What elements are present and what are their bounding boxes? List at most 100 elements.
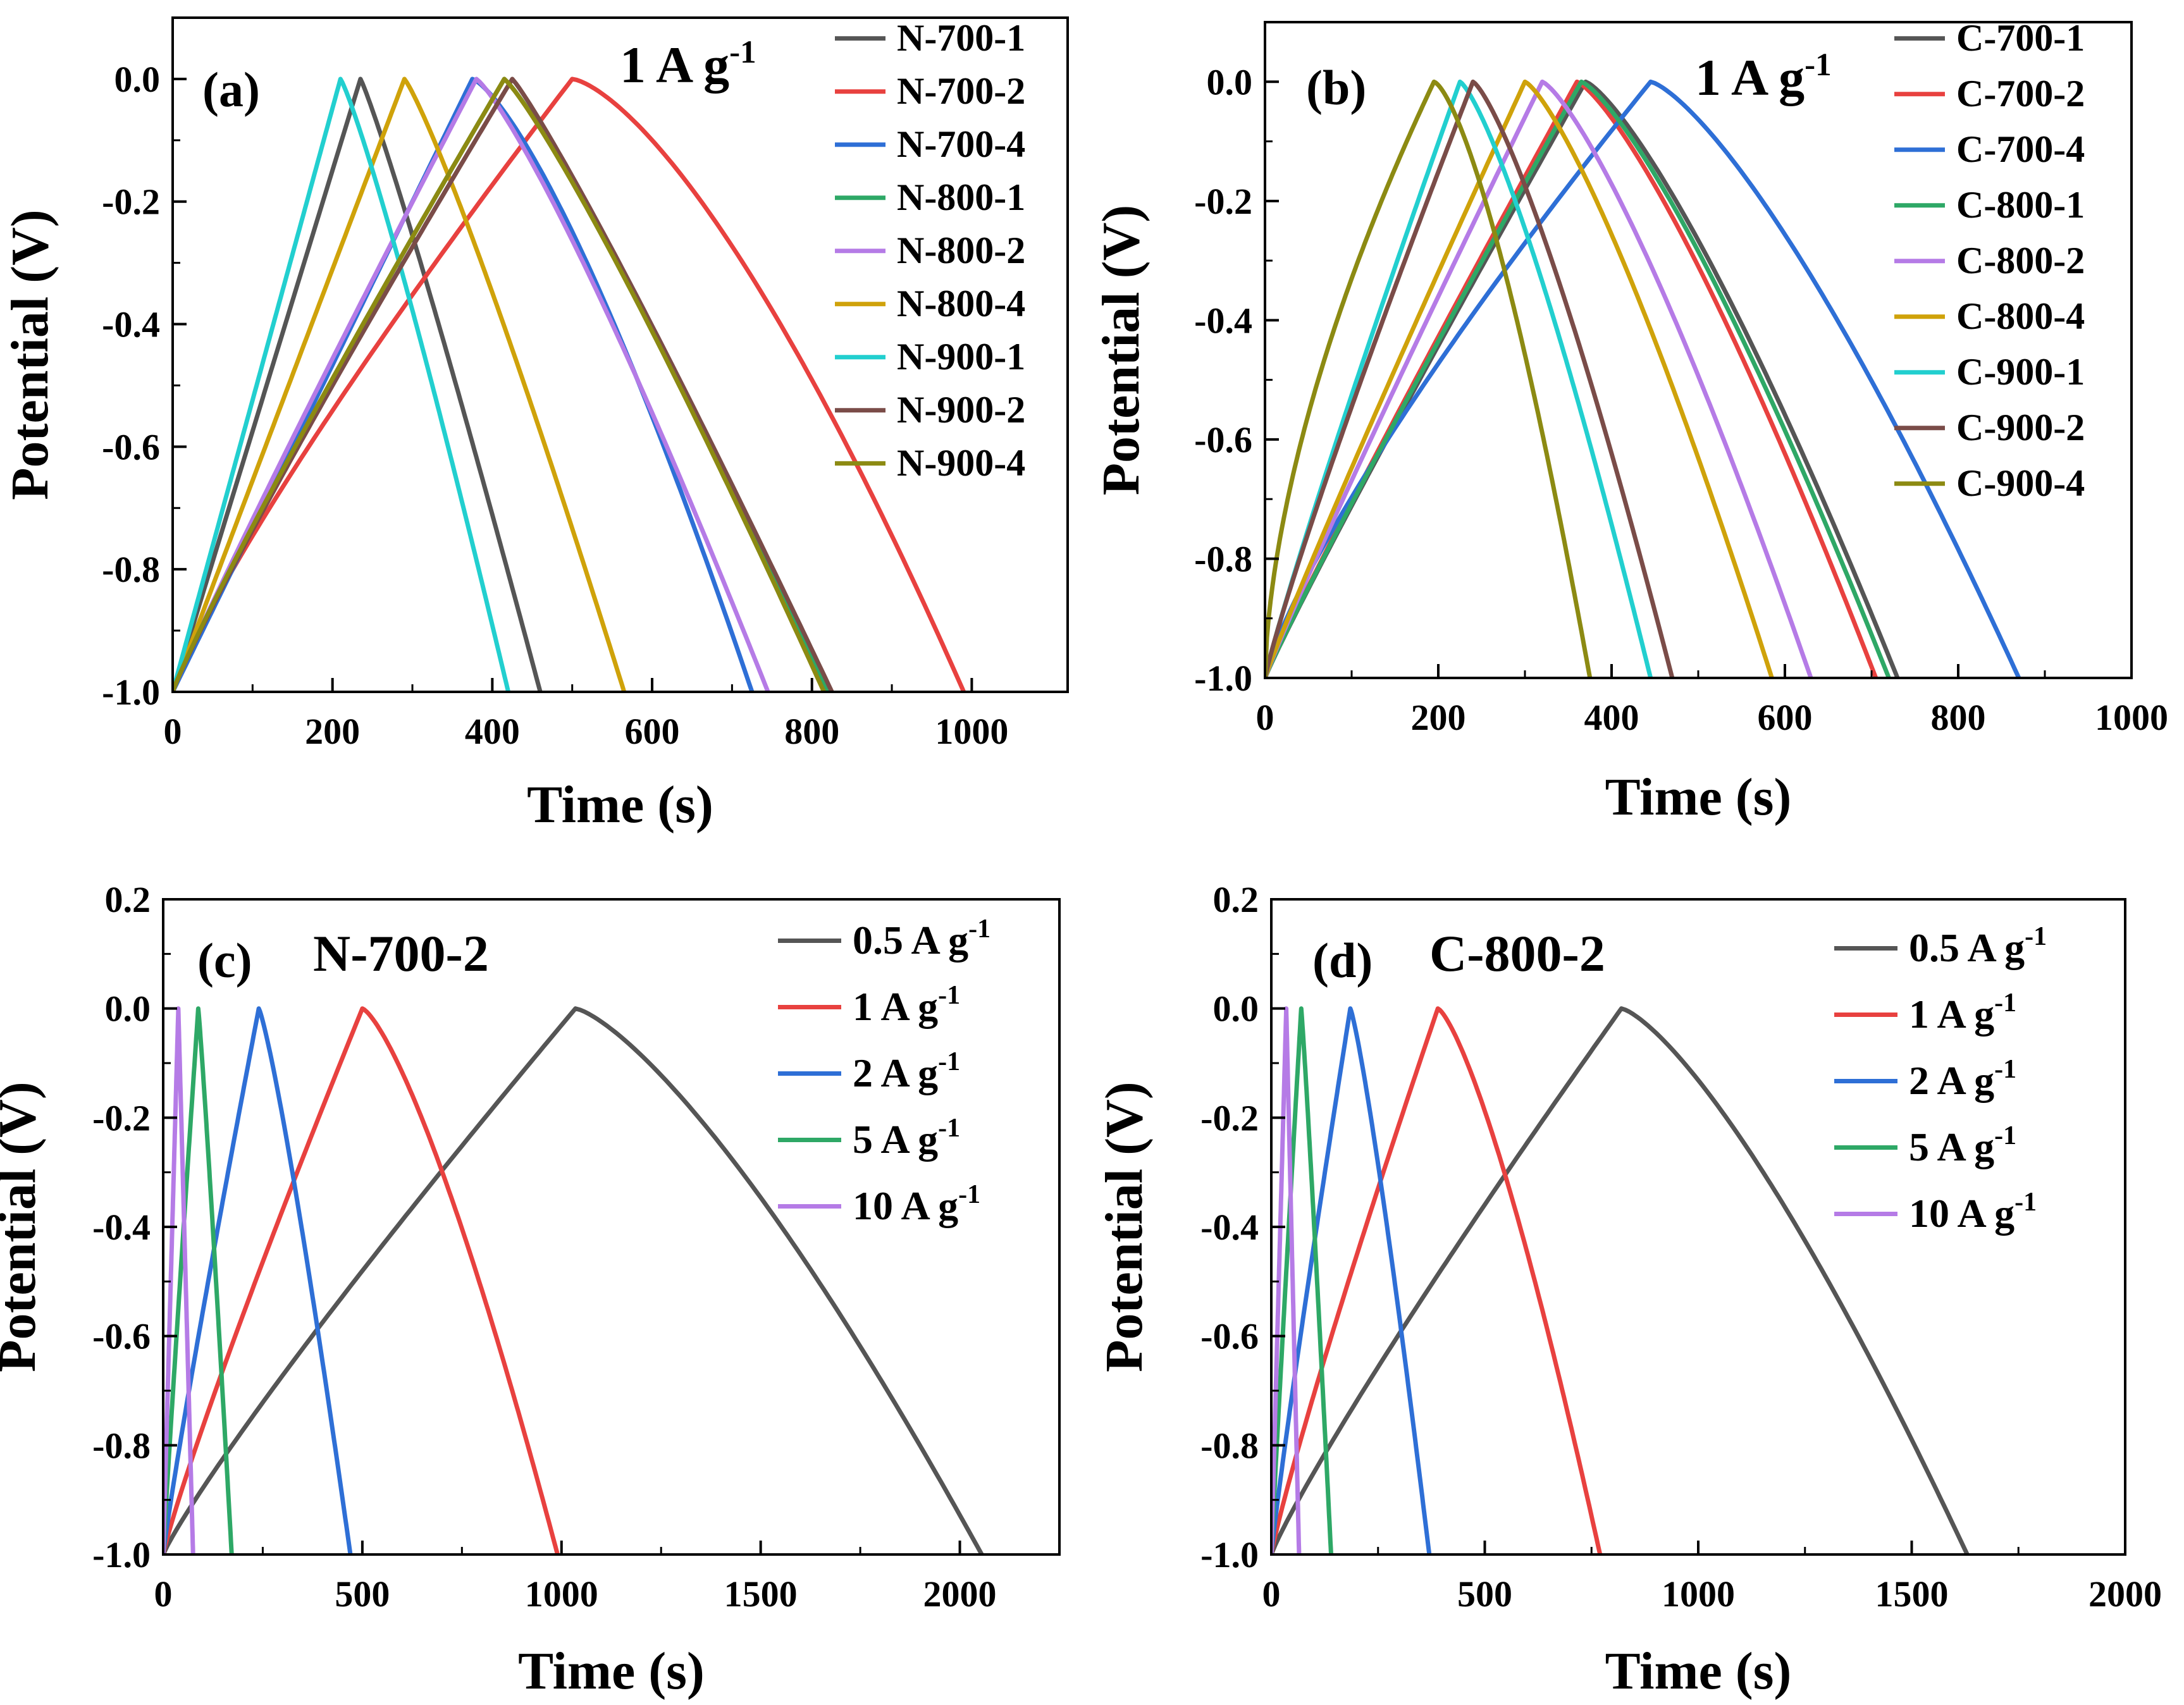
- x-axis-title: Time (s): [527, 775, 713, 834]
- x-tick-label: 600: [625, 711, 680, 752]
- panel-annotation: 1 A g-1: [620, 35, 756, 94]
- x-tick-label: 200: [305, 711, 360, 752]
- series-line-5-a-g: [1271, 1006, 1333, 1554]
- x-tick-label: 800: [1931, 697, 1986, 738]
- series-line-n-700-1: [173, 77, 543, 692]
- legend-label: C-700-2: [1956, 73, 2085, 114]
- x-tick-label: 1000: [525, 1573, 598, 1615]
- x-tick-label: 1000: [935, 711, 1008, 752]
- x-tick-label: 0: [154, 1573, 173, 1615]
- series-line-c-900-2: [1265, 79, 1675, 678]
- y-tick-label: -0.6: [1194, 419, 1252, 460]
- legend-label: C-700-4: [1956, 128, 2085, 170]
- x-tick-label: 1500: [1875, 1573, 1949, 1615]
- y-tick-label: -1.0: [92, 1534, 151, 1575]
- series-line-n-800-2: [173, 77, 770, 692]
- panel-label: (b): [1306, 60, 1366, 115]
- y-tick-label: -0.6: [1200, 1316, 1259, 1357]
- legend-label: N-900-4: [897, 442, 1025, 484]
- series-line-2-a-g: [1271, 1006, 1432, 1554]
- series-line-10-a-g: [163, 1006, 195, 1554]
- legend: 0.5 A g-1 1 A g-1 2 A g-1 5 A g-1 10 A g-1: [1834, 922, 2047, 1236]
- y-tick-label: 0.2: [1213, 879, 1259, 920]
- series-lines: [173, 77, 966, 692]
- x-axis-title: Time (s): [518, 1642, 705, 1701]
- series-line-c-700-4: [1265, 79, 2021, 678]
- series-line-2-a-g: [163, 1006, 353, 1554]
- y-axis-title: Potential (V): [1095, 1081, 1154, 1372]
- legend-label: C-800-4: [1956, 295, 2085, 337]
- y-tick-label: 0.2: [105, 879, 151, 920]
- y-tick-label: -0.6: [92, 1316, 151, 1357]
- series-line-n-900-1: [173, 77, 511, 692]
- legend-label: 2 A g-1: [853, 1047, 960, 1095]
- x-tick-label: 400: [465, 711, 520, 752]
- series-line-c-900-4: [1265, 79, 1593, 678]
- legend-label: N-700-2: [897, 70, 1025, 112]
- series-line-0.5-a-g: [163, 1006, 984, 1554]
- panel-label: (d): [1312, 933, 1373, 988]
- y-tick-label: -1.0: [1200, 1534, 1259, 1575]
- legend-label: C-800-2: [1956, 240, 2085, 281]
- y-tick-label: 0.0: [1207, 61, 1253, 102]
- legend-label: N-900-1: [897, 336, 1025, 378]
- x-axis-title: Time (s): [1605, 768, 1792, 827]
- series-line-c-800-2: [1265, 79, 1813, 678]
- y-tick-label: -0.8: [102, 549, 160, 590]
- y-tick-label: -0.2: [102, 182, 160, 223]
- panel-label: (a): [202, 62, 260, 117]
- panel-a: 0 200 400 600 800 1000 -1.0 -0.8 -0.6 -0.4 -0.2 0.0…: [1, 16, 1069, 834]
- series-line-n-900-2: [173, 77, 834, 692]
- legend-label: N-700-4: [897, 123, 1025, 165]
- y-tick-label: 0.0: [105, 988, 151, 1030]
- panel-annotation: C-800-2: [1429, 925, 1605, 982]
- y-tick-label: -0.2: [1200, 1097, 1259, 1138]
- legend-label: N-900-2: [897, 389, 1025, 431]
- legend-label: C-900-4: [1956, 462, 2085, 504]
- y-tick-label: -1.0: [102, 672, 160, 713]
- legend-label: C-800-1: [1956, 184, 2085, 226]
- series-lines: [1265, 79, 2021, 678]
- legend: C-700-1 C-700-2 C-700-4 C-800-1 C-800-2 C-800…: [1894, 17, 2085, 504]
- legend-label: 10 A g-1: [1909, 1188, 2037, 1236]
- panel-c: 0 500 1000 1500 2000 -1.0 -0.8 -0.6 -0.4 -0.2 0.0 0…: [0, 879, 1061, 1701]
- y-tick-label: -0.2: [1194, 181, 1252, 222]
- x-tick-label: 500: [1457, 1573, 1512, 1615]
- x-tick-label: 0: [1256, 697, 1274, 738]
- series-line-n-700-4: [173, 77, 755, 692]
- x-tick-label: 1500: [724, 1573, 798, 1615]
- x-tick-label: 0: [164, 711, 182, 752]
- legend: N-700-1 N-700-2 N-700-4 N-800-1 N-800-2 N-800…: [835, 17, 1025, 484]
- x-tick-label: 500: [335, 1573, 390, 1615]
- series-line-c-900-1: [1265, 79, 1653, 678]
- y-tick-label: -1.0: [1194, 658, 1252, 699]
- series-line-c-800-1: [1265, 79, 1891, 678]
- y-tick-label: -0.8: [1200, 1425, 1259, 1466]
- legend-label: N-800-1: [897, 176, 1025, 218]
- legend-label: C-900-2: [1956, 407, 2085, 448]
- x-axis-title: Time (s): [1605, 1642, 1792, 1701]
- y-tick-label: -0.4: [102, 304, 160, 345]
- series-lines: [1271, 1006, 1970, 1554]
- y-tick-label: -0.6: [102, 426, 160, 467]
- y-tick-label: -0.4: [1200, 1207, 1259, 1248]
- y-tick-label: -0.4: [92, 1207, 151, 1248]
- legend-label: 1 A g-1: [853, 981, 960, 1029]
- series-lines: [163, 1006, 984, 1554]
- panel-annotation: 1 A g-1: [1695, 47, 1832, 106]
- legend-label: N-800-4: [897, 283, 1025, 324]
- y-tick-label: -0.2: [92, 1097, 151, 1138]
- legend-label: 2 A g-1: [1909, 1055, 2016, 1103]
- series-line-c-800-4: [1265, 79, 1774, 678]
- legend-label: 5 A g-1: [853, 1114, 960, 1162]
- panel-b: 0 200 400 600 800 1000 -1.0 -0.8 -0.6 -0.4 -0.2 0.0…: [1092, 17, 2168, 827]
- panel-label: (c): [197, 933, 252, 988]
- legend: 0.5 A g-1 1 A g-1 2 A g-1 5 A g-1 10 A g-1: [778, 914, 990, 1228]
- plot-frame: [171, 16, 1069, 693]
- series-line-1-a-g: [1271, 1006, 1603, 1554]
- y-tick-label: 0.0: [114, 59, 161, 100]
- y-axis-title: Potential (V): [1092, 205, 1151, 496]
- y-tick-label: 0.0: [1213, 988, 1259, 1030]
- y-tick-label: -0.8: [92, 1425, 151, 1466]
